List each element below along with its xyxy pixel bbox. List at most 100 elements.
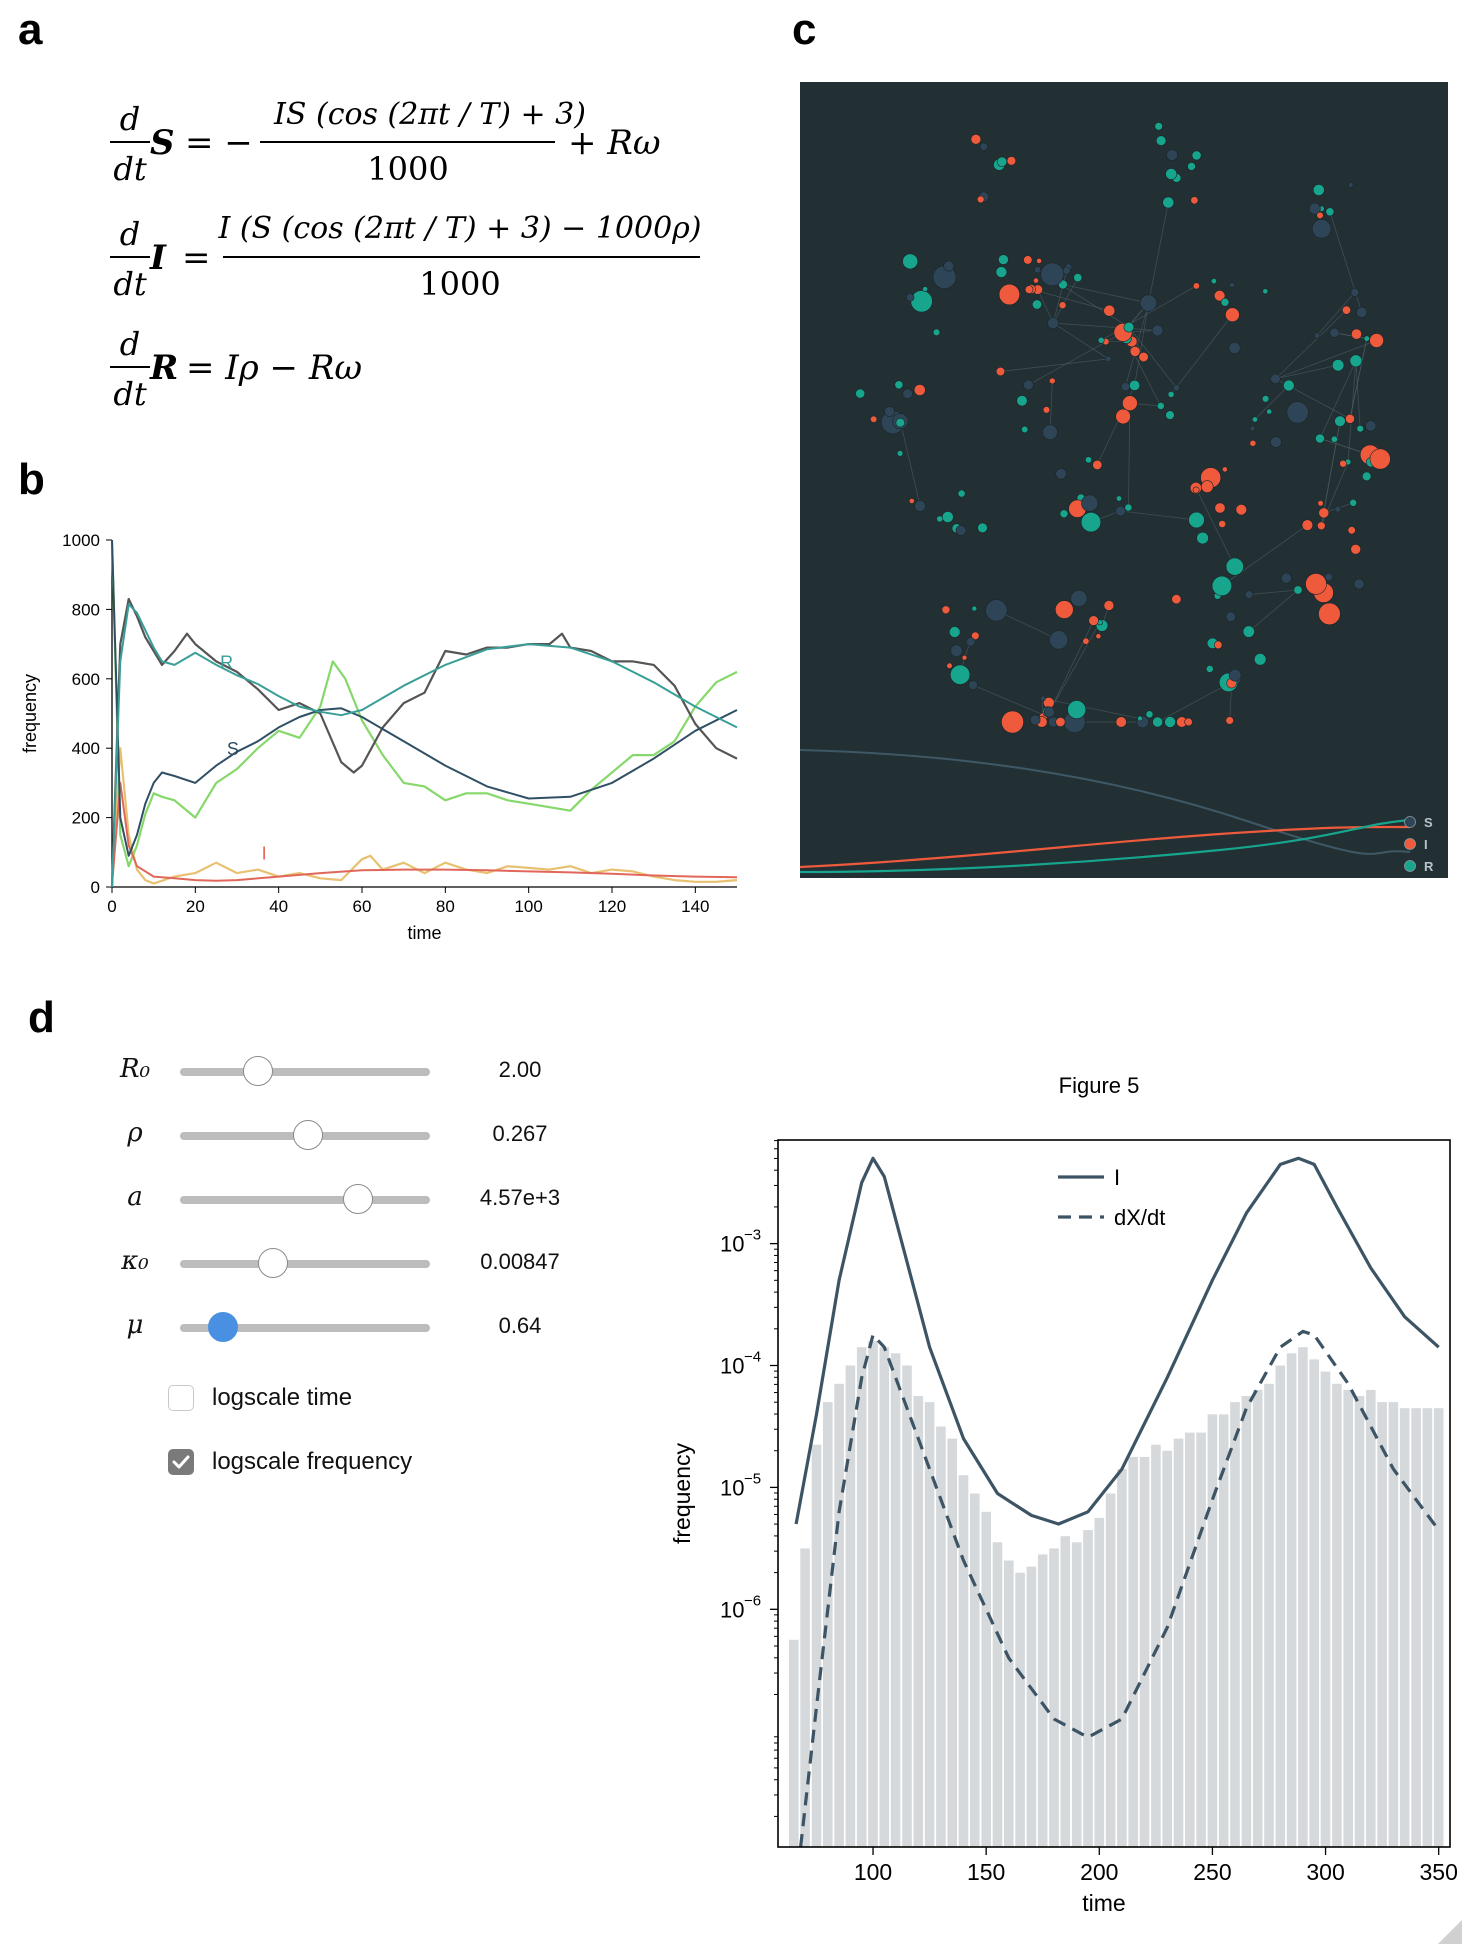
- network-node-S: [1270, 373, 1281, 385]
- network-node-R: [1123, 321, 1135, 333]
- network-node-R: [936, 515, 944, 523]
- network-node-R: [1145, 710, 1154, 719]
- y-tick-label-base: 10: [720, 1597, 744, 1622]
- histogram-bar: [1083, 1530, 1093, 1847]
- network-node-R: [1282, 379, 1295, 392]
- network-node-I: [1036, 257, 1042, 264]
- panel-label-c: c: [792, 5, 817, 54]
- network-node-I: [1171, 594, 1182, 605]
- network-node-S: [1166, 149, 1178, 161]
- x-tick-label: 100: [854, 1859, 892, 1885]
- x-tick-label: 250: [1193, 1859, 1231, 1885]
- trend-line-I: [800, 825, 1411, 869]
- network-node-I: [1122, 395, 1138, 412]
- network-node-R: [1032, 299, 1043, 310]
- network-node-S: [1324, 572, 1333, 582]
- network-edge: [1195, 487, 1236, 567]
- histogram-bar: [1275, 1365, 1286, 1847]
- network-node-R: [950, 664, 971, 685]
- network-node-R: [1165, 410, 1175, 420]
- network-node-R: [1242, 625, 1255, 638]
- slider-track-rho[interactable]: [180, 1120, 430, 1150]
- network-node-S: [1034, 266, 1042, 274]
- network-node-R: [1162, 196, 1175, 209]
- series-line-I: [111, 781, 738, 886]
- network-edge: [1170, 314, 1233, 395]
- histogram-bar: [902, 1365, 912, 1847]
- network-node-R: [1154, 122, 1163, 131]
- equation-dI: d dt I = I (S (cos (2πt / T) + 3) − 1000…: [110, 211, 702, 303]
- network-node-I: [1115, 716, 1127, 728]
- slider-thumb-rho[interactable]: [292, 1120, 323, 1150]
- histogram-bar: [856, 1347, 867, 1847]
- histogram-bar: [1162, 1450, 1172, 1847]
- histogram-bar: [879, 1347, 890, 1847]
- histogram-bar: [981, 1511, 991, 1847]
- slider-track-R0[interactable]: [180, 1056, 430, 1086]
- slider-value-R0: 2.00: [498, 1057, 542, 1082]
- slider-track-mu[interactable]: [180, 1312, 430, 1342]
- checkbox-box-logscale-frequency[interactable]: [168, 1449, 194, 1475]
- eq3-d: d: [120, 325, 140, 363]
- legend-swatch-I: [1404, 838, 1416, 850]
- network-node-I: [1024, 285, 1034, 294]
- network-node-S: [1055, 468, 1067, 480]
- network-node-R: [1356, 425, 1364, 433]
- histogram-bar: [1366, 1389, 1376, 1847]
- network-node-S: [1172, 384, 1180, 392]
- y-tick-label: 800: [72, 600, 100, 619]
- eq1-denominator: 1000: [367, 150, 448, 188]
- network-node-I: [1235, 504, 1247, 516]
- network-node-R: [1211, 575, 1233, 597]
- resize-handle-icon[interactable]: [1438, 1920, 1462, 1944]
- network-node-S: [1115, 505, 1126, 517]
- network-edge: [1120, 510, 1197, 521]
- slider-thumb-R0[interactable]: [242, 1056, 273, 1086]
- network-node-R: [1251, 416, 1258, 423]
- x-tick-label: 350: [1419, 1859, 1457, 1885]
- slider-track-a[interactable]: [180, 1184, 430, 1214]
- histogram-bar: [1411, 1408, 1421, 1847]
- network-node-S: [1313, 332, 1321, 339]
- slider-thumb-mu[interactable]: [207, 1312, 238, 1342]
- network-node-S: [1356, 306, 1368, 318]
- histogram-bar: [947, 1438, 957, 1847]
- network-node-S: [1047, 317, 1060, 329]
- slider-thumb-a[interactable]: [342, 1184, 373, 1214]
- network-node-R: [1261, 395, 1270, 403]
- series-line-R_sim: [110, 597, 738, 888]
- network-node-I: [941, 605, 951, 615]
- network-node-I: [1200, 480, 1214, 493]
- annotation-S: S: [227, 739, 239, 759]
- network-node-S: [979, 142, 988, 151]
- histogram-bar: [913, 1396, 924, 1847]
- network-node-R: [894, 380, 904, 390]
- network-node-R: [996, 156, 1008, 168]
- network-edge: [1049, 620, 1094, 713]
- network-edge: [1037, 289, 1054, 324]
- slider-a: a 4.57e+3: [0, 1178, 600, 1218]
- checkbox-box-logscale-time[interactable]: [168, 1385, 194, 1411]
- histogram-bar: [1060, 1536, 1071, 1847]
- panel-label-a: a: [18, 5, 43, 54]
- network-node-I: [1318, 602, 1341, 626]
- slider-value-a: 4.57e+3: [479, 1185, 561, 1210]
- network-node-R: [1080, 512, 1102, 533]
- network-edge: [1275, 340, 1377, 380]
- series-line-dXdt: [799, 1329, 1440, 1848]
- series-line-S_sim: [110, 539, 738, 868]
- eq2-denominator: 1000: [419, 265, 500, 303]
- network-edge: [1134, 303, 1149, 386]
- histogram-bar: [1298, 1347, 1308, 1847]
- network-node-R: [910, 290, 933, 313]
- network-node-S: [1139, 294, 1158, 312]
- network-node-S: [1151, 324, 1164, 337]
- slider-R0: R₀ 2.00: [0, 1050, 600, 1090]
- network-edge: [996, 610, 1059, 641]
- slider-track-kappa0[interactable]: [180, 1248, 430, 1278]
- network-node-R: [1312, 184, 1325, 196]
- slider-thumb-kappa0[interactable]: [257, 1248, 288, 1278]
- network-node-R: [1349, 498, 1358, 507]
- network-node-R: [998, 254, 1009, 265]
- network-node-R: [1205, 665, 1214, 673]
